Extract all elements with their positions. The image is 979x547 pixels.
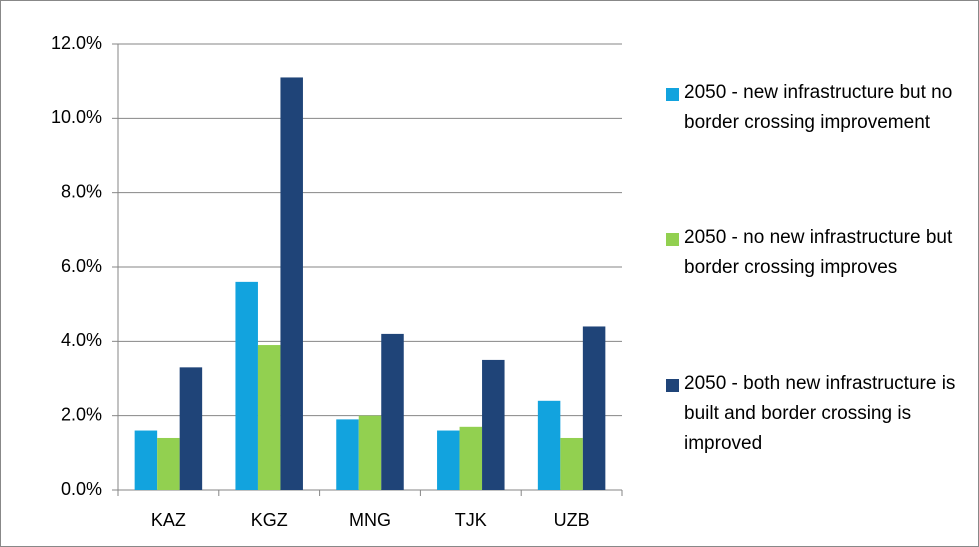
legend-label: 2050 - new infrastructure but no border … xyxy=(684,82,953,133)
x-tick-label: KAZ xyxy=(151,510,186,530)
bar xyxy=(482,359,505,490)
legend-entry: 2050 - both new infrastructure is built … xyxy=(666,369,966,459)
bar xyxy=(336,419,359,490)
x-tick-label: MNG xyxy=(349,510,391,530)
bar xyxy=(582,326,606,490)
y-tick-label: 8.0% xyxy=(61,181,102,201)
legend-entry: 2050 - new infrastructure but no border … xyxy=(666,78,966,138)
y-tick-label: 2.0% xyxy=(61,404,102,424)
bar xyxy=(537,400,561,490)
bar xyxy=(257,345,281,490)
bar xyxy=(381,333,404,490)
x-tick-label: UZB xyxy=(554,510,590,530)
legend-swatch xyxy=(666,379,679,392)
x-tick-label: KGZ xyxy=(251,510,288,530)
bar xyxy=(437,430,460,490)
bar xyxy=(235,281,258,490)
x-tick-label: TJK xyxy=(455,510,487,530)
y-tick-label: 6.0% xyxy=(61,256,102,276)
bar xyxy=(179,367,203,490)
legend-label: 2050 - both new infrastructure is built … xyxy=(684,373,956,454)
legend-entry: 2050 - no new infrastructure but border … xyxy=(666,223,966,283)
bar xyxy=(358,415,382,490)
y-tick-label: 12.0% xyxy=(51,33,102,53)
y-tick-label: 10.0% xyxy=(51,107,102,127)
legend-swatch xyxy=(666,88,679,101)
y-tick-label: 0.0% xyxy=(61,479,102,499)
bar xyxy=(157,437,180,490)
bar xyxy=(280,77,303,490)
legend-swatch xyxy=(666,233,679,246)
y-tick-label: 4.0% xyxy=(61,330,102,350)
legend-label: 2050 - no new infrastructure but border … xyxy=(684,227,953,278)
bar xyxy=(134,430,158,490)
bar xyxy=(560,437,583,490)
bar xyxy=(459,426,483,490)
